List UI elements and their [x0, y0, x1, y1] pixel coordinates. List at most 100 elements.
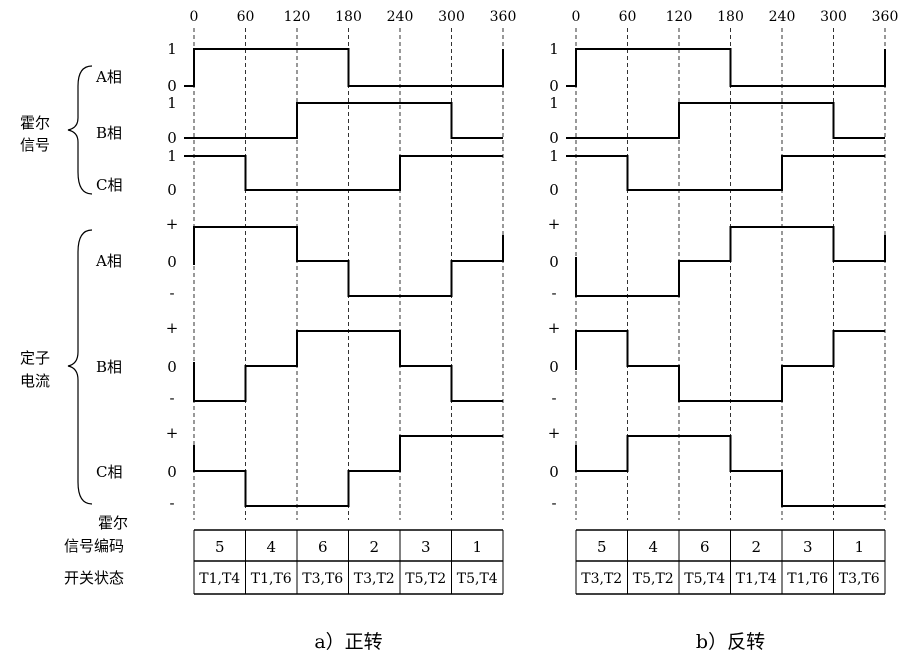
hall-code-cell: 5 — [215, 538, 225, 556]
current-level-minus-label: - — [551, 494, 556, 512]
angle-tick-label: 60 — [619, 9, 637, 25]
current-phase-a-label: A相 — [95, 252, 122, 270]
stator-brace — [67, 229, 93, 505]
hall-level-low-label: 0 — [549, 129, 559, 147]
hall-level-low-label: 0 — [549, 181, 559, 199]
hall-level-high-label: 1 — [549, 40, 559, 58]
hall-level-low-label: 0 — [167, 181, 177, 199]
angle-tick-label: 360 — [490, 9, 517, 25]
current-phase-b-label: B相 — [96, 358, 122, 376]
hall-level-high-label: 1 — [549, 147, 559, 165]
angle-tick-label: 300 — [820, 9, 847, 25]
current-c-waveform — [193, 435, 503, 507]
switch-state-cell: T1,T6 — [251, 571, 292, 587]
switch-state-cell: T5,T4 — [684, 571, 725, 587]
angle-tick-label: 360 — [872, 9, 899, 25]
switch-state-cell: T1,T6 — [787, 571, 828, 587]
switch-state-cell: T3,T2 — [581, 571, 622, 587]
current-b-waveform — [575, 330, 885, 402]
switch-state-cell: T1,T4 — [199, 571, 240, 587]
current-level-minus-label: - — [169, 389, 174, 407]
hall-phase-a-label: A相 — [95, 68, 122, 86]
hall-level-high-label: 1 — [167, 40, 177, 58]
current-a-waveform — [575, 226, 886, 297]
current-level-plus-label: + — [548, 215, 561, 233]
hall-level-high-label: 1 — [167, 147, 177, 165]
current-level-plus-label: + — [548, 424, 561, 442]
switch-state-cell: T3,T6 — [302, 571, 343, 587]
hall-b-waveform — [566, 102, 885, 139]
current-level-zero-label: 0 — [167, 463, 177, 481]
current-level-zero-label: 0 — [167, 358, 177, 376]
hall-phase-c-label: C相 — [96, 176, 122, 194]
current-level-minus-label: - — [169, 284, 174, 302]
current-level-minus-label: - — [169, 494, 174, 512]
stator-group-line2: 电流 — [20, 372, 50, 390]
hall-code-cell: 6 — [318, 538, 328, 556]
hall-level-high-label: 1 — [167, 94, 177, 112]
switch-state-cell: T5,T2 — [405, 571, 446, 587]
hall-phase-b-label: B相 — [96, 124, 122, 142]
hall-level-high-label: 1 — [549, 94, 559, 112]
hall-level-low-label: 0 — [167, 77, 177, 95]
hall-code-cell: 2 — [369, 538, 379, 556]
hall-brace — [67, 65, 93, 195]
panel-caption: b）反转 — [696, 631, 765, 653]
current-level-plus-label: + — [548, 319, 561, 337]
hall-code-cell: 4 — [266, 538, 276, 556]
switch-state-cell: T3,T2 — [354, 571, 395, 587]
hall-c-waveform — [566, 155, 885, 191]
code-row-label-line1: 霍尔 — [98, 514, 128, 532]
angle-tick-label: 240 — [387, 9, 414, 25]
angle-tick-label: 120 — [284, 9, 311, 25]
hall-code-cell: 3 — [421, 538, 431, 556]
switch-state-cell: T1,T4 — [736, 571, 777, 587]
code-row-label-line2: 信号编码 — [64, 537, 124, 555]
angle-tick-label: 180 — [717, 9, 744, 25]
hall-group-line1: 霍尔 — [20, 114, 50, 132]
current-level-minus-label: - — [551, 389, 556, 407]
hall-c-waveform — [184, 155, 503, 191]
current-level-zero-label: 0 — [549, 253, 559, 271]
angle-tick-label: 300 — [438, 9, 465, 25]
hall-a-waveform — [184, 48, 504, 87]
hall-b-waveform — [184, 102, 503, 139]
switch-row-label: 开关状态 — [64, 569, 124, 587]
hall-code-cell: 1 — [854, 538, 864, 556]
hall-code-cell: 5 — [597, 538, 607, 556]
switch-state-cell: T5,T4 — [457, 571, 498, 587]
panel-caption: a）正转 — [314, 631, 382, 653]
current-level-zero-label: 0 — [549, 358, 559, 376]
current-a-waveform — [193, 226, 504, 297]
current-level-plus-label: + — [166, 424, 179, 442]
angle-tick-label: 0 — [572, 9, 581, 25]
switch-state-cell: T3,T6 — [839, 571, 880, 587]
hall-a-waveform — [566, 48, 886, 87]
current-level-plus-label: + — [166, 215, 179, 233]
angle-tick-label: 240 — [769, 9, 796, 25]
hall-level-low-label: 0 — [549, 77, 559, 95]
current-c-waveform — [575, 435, 885, 507]
hall-code-cell: 1 — [472, 538, 482, 556]
current-level-zero-label: 0 — [167, 253, 177, 271]
angle-tick-label: 180 — [335, 9, 362, 25]
current-b-waveform — [193, 330, 503, 402]
switch-state-cell: T5,T2 — [633, 571, 674, 587]
current-level-zero-label: 0 — [549, 463, 559, 481]
hall-code-cell: 3 — [803, 538, 813, 556]
hall-group-line2: 信号 — [20, 136, 50, 154]
angle-tick-label: 0 — [190, 9, 199, 25]
hall-level-low-label: 0 — [167, 129, 177, 147]
hall-code-cell: 2 — [751, 538, 761, 556]
current-phase-c-label: C相 — [96, 463, 122, 481]
hall-code-cell: 6 — [700, 538, 710, 556]
stator-group-line1: 定子 — [20, 349, 50, 367]
angle-tick-label: 60 — [237, 9, 255, 25]
current-level-plus-label: + — [166, 319, 179, 337]
left-labels: 霍尔 信号 定子 电流 A相 B相 C相 A相 B相 C相 霍尔 信号编码 开关… — [20, 65, 128, 587]
angle-tick-label: 120 — [666, 9, 693, 25]
hall-code-cell: 4 — [648, 538, 658, 556]
